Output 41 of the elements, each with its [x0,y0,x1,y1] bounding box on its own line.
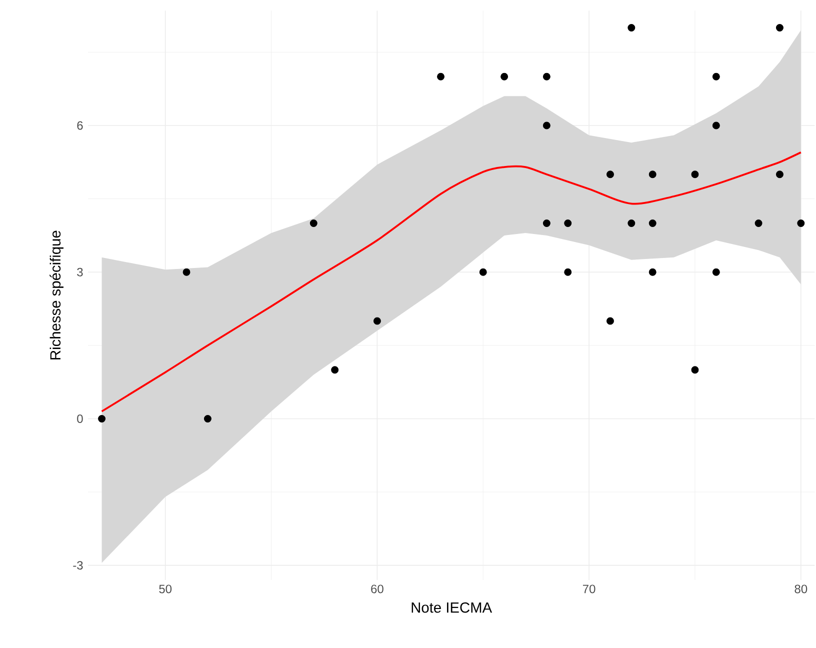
x-tick-label: 50 [159,584,172,594]
point [182,268,190,276]
x-axis-title: Note IECMA [412,602,492,613]
point [712,72,720,80]
point [606,317,614,325]
point [98,414,106,422]
y-tick-label: 6 [77,121,83,130]
point [542,72,550,80]
point [310,219,318,227]
point [776,24,784,32]
point [776,170,784,178]
y-tick-label: 0 [77,414,83,423]
point [542,122,550,130]
point [500,72,508,80]
point [712,268,720,276]
point [373,317,381,325]
point [437,72,444,80]
point [648,170,656,178]
point [712,122,720,130]
point [628,24,636,32]
y-axis-title: Richesse spécifique [50,230,64,360]
point [606,170,614,178]
point [797,219,805,227]
point [648,268,656,276]
y-tick-label: 3 [77,268,83,276]
point [691,366,699,374]
line-series [100,151,802,412]
point [648,219,656,227]
point [542,219,550,227]
x-tick-label: 70 [582,584,596,594]
y-tick-label: -3 [73,561,83,570]
point [564,219,572,227]
point [564,268,572,276]
point [479,268,487,276]
x-tick-label: 60 [371,584,384,594]
point [628,219,636,227]
point [331,366,339,374]
point [754,219,762,227]
point [204,414,212,422]
point [691,170,699,178]
x-tick-label: 80 [794,584,808,594]
